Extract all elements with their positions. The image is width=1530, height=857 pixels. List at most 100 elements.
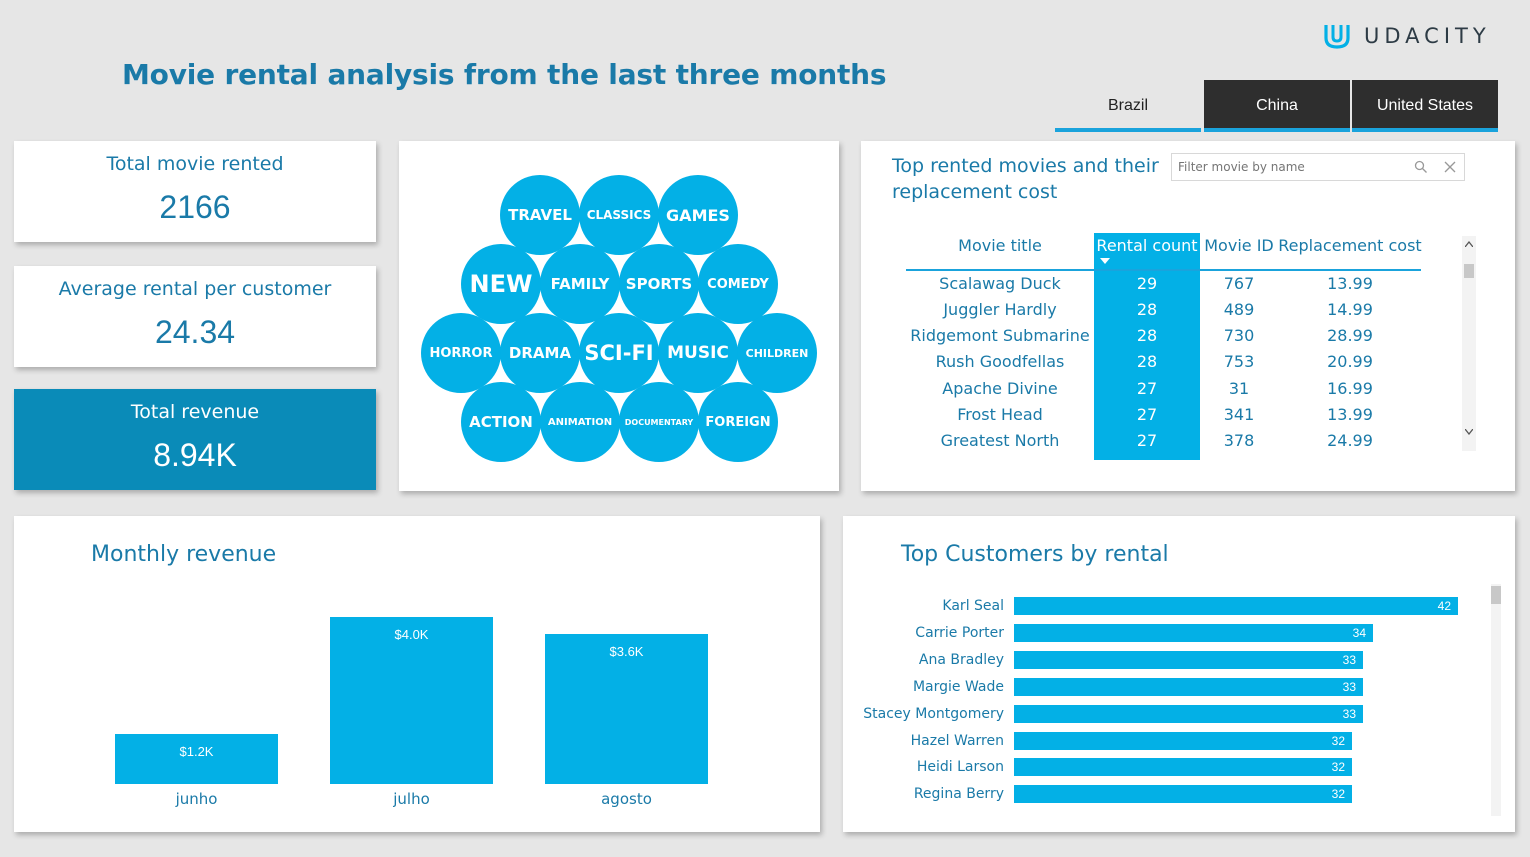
cell-movie-id: 378 — [1223, 431, 1255, 450]
top-movies-title: Top rented movies and their replacement … — [892, 153, 1159, 205]
category-bubble-children[interactable]: CHILDREN — [737, 313, 817, 393]
category-bubble-horror[interactable]: HORROR — [421, 313, 501, 393]
kpi-label: Total movie rented — [106, 153, 284, 175]
kpi-average-rental-card: Average rental per customer 24.34 — [14, 266, 376, 367]
category-bubble-family[interactable]: FAMILY — [540, 244, 620, 324]
revenue-category-label: junho — [175, 790, 218, 808]
category-bubble-animation[interactable]: ANIMATION — [540, 382, 620, 462]
tab-brazil[interactable]: Brazil — [1055, 80, 1201, 132]
cell-replacement-cost: 13.99 — [1327, 274, 1373, 293]
category-bubble-sports[interactable]: SPORTS — [619, 244, 699, 324]
revenue-bar-label: $1.2K — [179, 744, 214, 759]
cell-movie-id: 31 — [1228, 379, 1250, 398]
category-bubble-travel[interactable]: TRAVEL — [500, 175, 580, 255]
cell-replacement-cost: 13.99 — [1327, 405, 1373, 424]
title-line: replacement cost — [892, 181, 1058, 203]
cell-movie-id: 489 — [1223, 300, 1255, 319]
category-bubble-sci-fi[interactable]: SCI-FI — [579, 313, 659, 393]
category-bubble-new[interactable]: NEW — [461, 244, 541, 324]
kpi-label: Average rental per customer — [58, 278, 332, 300]
revenue-bar[interactable] — [115, 734, 278, 784]
header-divider — [906, 269, 1421, 271]
kpi-total-rented-card: Total movie rented 2166 — [14, 141, 376, 242]
cell-movie-id: 753 — [1223, 352, 1255, 371]
revenue-bar[interactable] — [330, 617, 493, 784]
cell-rental-count: 28 — [1136, 326, 1158, 345]
cell-title: Greatest North — [940, 431, 1060, 450]
customer-bar[interactable] — [1014, 678, 1363, 696]
customer-bar-value: 33 — [1342, 680, 1356, 694]
column-header-movie-id[interactable]: Movie ID — [1204, 236, 1274, 255]
category-bubble-drama[interactable]: DRAMA — [500, 313, 580, 393]
movie-filter-box — [1171, 153, 1465, 181]
revenue-category-label: agosto — [601, 790, 652, 808]
search-icon[interactable] — [1414, 160, 1428, 174]
category-bubble-comedy[interactable]: COMEDY — [698, 244, 778, 324]
kpi-value: 8.94K — [153, 437, 237, 473]
tab-label: China — [1256, 97, 1298, 114]
cell-title: Ridgemont Submarine — [910, 326, 1090, 345]
cell-title: Juggler Hardly — [943, 300, 1057, 319]
scroll-down-icon[interactable] — [1465, 429, 1473, 435]
cell-rental-count: 28 — [1136, 300, 1158, 319]
customer-bar[interactable] — [1014, 651, 1363, 669]
category-bubble-classics[interactable]: CLASSICS — [579, 175, 659, 255]
kpi-value: 2166 — [159, 189, 231, 225]
tab-underline — [1352, 128, 1498, 132]
cell-title: Rush Goodfellas — [935, 352, 1065, 371]
customers-scrollbar[interactable] — [1491, 584, 1501, 816]
scroll-up-icon[interactable] — [1465, 241, 1473, 247]
scrollbar-thumb[interactable] — [1464, 264, 1474, 278]
cell-movie-id: 341 — [1223, 405, 1255, 424]
cell-rental-count: 27 — [1136, 379, 1158, 398]
top-customers-chart: Karl Seal 42 Carrie Porter 34 Ana Bradley 33 M… — [843, 516, 1515, 832]
customer-bar-value: 34 — [1352, 626, 1366, 640]
customer-bar-value: 33 — [1342, 653, 1356, 667]
sort-descending-icon[interactable] — [1100, 258, 1110, 264]
cell-replacement-cost: 28.99 — [1327, 326, 1373, 345]
tab-underline — [1055, 128, 1201, 132]
cell-replacement-cost: 16.99 — [1327, 379, 1373, 398]
tab-united-states[interactable]: United States — [1352, 80, 1498, 132]
customer-name: Karl Seal — [942, 598, 1004, 614]
customer-bar[interactable] — [1014, 624, 1373, 642]
column-header-rental-count[interactable]: Rental count — [1096, 236, 1198, 255]
revenue-bar-label: $3.6K — [609, 644, 644, 659]
customer-bar[interactable] — [1014, 597, 1458, 615]
category-bubble-panel: TRAVEL CLASSICS GAMES NEW FAMILY SPORTS … — [399, 141, 839, 491]
column-header-replacement-cost[interactable]: Replacement cost — [1278, 236, 1422, 255]
cell-title: Scalawag Duck — [939, 274, 1061, 293]
customer-bar-value: 32 — [1331, 787, 1345, 801]
customer-name: Margie Wade — [912, 679, 1004, 695]
movie-filter-input[interactable] — [1178, 157, 1398, 177]
column-header-movie-title[interactable]: Movie title — [958, 236, 1042, 255]
category-bubble-foreign[interactable]: FOREIGN — [698, 382, 778, 462]
top-customers-panel: Top Customers by rental Karl Seal 42 Carri… — [843, 516, 1515, 832]
page-title: Movie rental analysis from the last thre… — [122, 58, 887, 91]
customer-bar[interactable] — [1014, 785, 1352, 803]
revenue-bar[interactable] — [545, 634, 708, 784]
customer-name: Heidi Larson — [916, 759, 1004, 775]
category-bubble-documentary[interactable]: DOCUMENTARY — [619, 382, 699, 462]
category-bubble-games[interactable]: GAMES — [658, 175, 738, 255]
revenue-bar-label: $4.0K — [394, 627, 429, 642]
monthly-revenue-chart: $1.2K junho $4.0K julho $3.6K agosto — [14, 516, 820, 832]
tab-china[interactable]: China — [1204, 80, 1350, 132]
customer-name: Ana Bradley — [918, 652, 1004, 668]
customer-bar[interactable] — [1014, 705, 1363, 723]
customer-bar-value: 33 — [1342, 707, 1356, 721]
customer-bar-value: 32 — [1331, 734, 1345, 748]
category-bubble-action[interactable]: ACTION — [461, 382, 541, 462]
udacity-logo-icon — [1324, 25, 1350, 49]
table-scrollbar[interactable] — [1462, 236, 1476, 451]
scrollbar-thumb[interactable] — [1491, 586, 1501, 604]
tab-label: Brazil — [1107, 97, 1148, 114]
cell-movie-id: 730 — [1223, 326, 1255, 345]
kpi-total-revenue-card: Total revenue 8.94K — [14, 389, 376, 490]
kpi-label: Total revenue — [130, 401, 260, 423]
close-icon[interactable] — [1444, 161, 1456, 173]
cell-movie-id: 767 — [1223, 274, 1255, 293]
category-bubble-music[interactable]: MUSIC — [658, 313, 738, 393]
customer-bar[interactable] — [1014, 758, 1352, 776]
customer-bar[interactable] — [1014, 732, 1352, 750]
